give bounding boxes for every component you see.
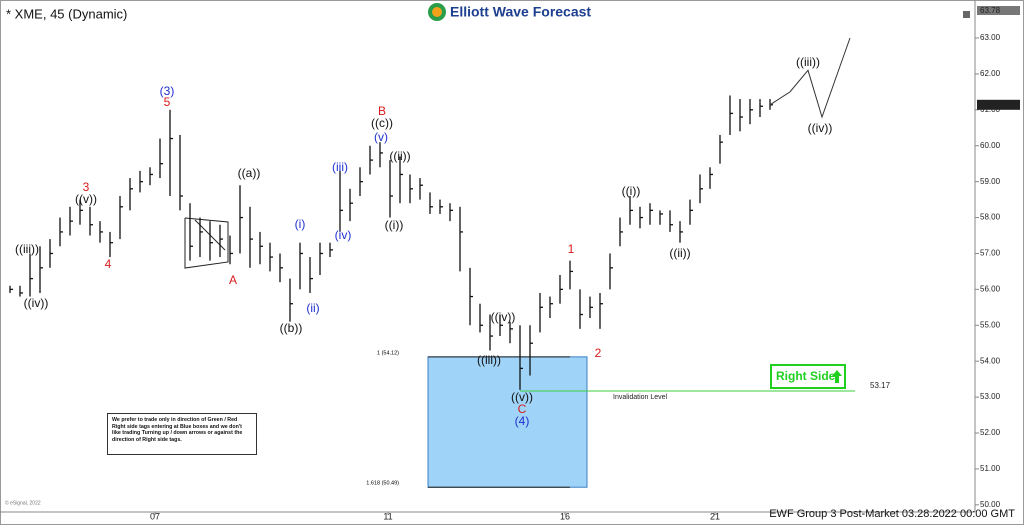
invalidation-value: 53.17 bbox=[870, 381, 891, 390]
blue-box-bottom-label: 1.618 (50.49) bbox=[366, 481, 399, 487]
last-price-label: 61.14 bbox=[981, 100, 1002, 109]
axis-high-label: 63.78 bbox=[980, 6, 1001, 15]
right-side-text: Right Side bbox=[776, 369, 836, 383]
y-tick-label: 57.00 bbox=[980, 249, 1001, 258]
y-tick-label: 53.00 bbox=[980, 392, 1001, 401]
last-price-box bbox=[977, 99, 1020, 110]
wave-label: ((ii)) bbox=[389, 149, 410, 163]
right-side-arrow bbox=[832, 370, 842, 383]
wave-label: (ii) bbox=[306, 301, 319, 315]
y-tick-label: 54.00 bbox=[980, 356, 1001, 365]
y-tick-label: 55.00 bbox=[980, 320, 1001, 329]
wave-label: B bbox=[378, 104, 386, 118]
x-tick-label: 16 bbox=[560, 511, 570, 521]
wave-label: (4) bbox=[515, 414, 530, 428]
wave-label: ((i)) bbox=[385, 218, 404, 232]
wave-label: 5 bbox=[164, 95, 171, 109]
right-side-tag: Right Side bbox=[770, 364, 846, 389]
wave-label: ((iv)) bbox=[24, 296, 49, 310]
logo-text: Elliott Wave Forecast bbox=[450, 4, 591, 20]
wave-label: A bbox=[229, 273, 237, 287]
wave-label: ((iv)) bbox=[491, 310, 516, 324]
wave-label: (v) bbox=[374, 130, 388, 144]
blue-box-top-label: 1 (54.12) bbox=[377, 350, 399, 356]
wave-label: ((c)) bbox=[371, 116, 393, 130]
footer-text: EWF Group 3 Post-Market 03.28.2022 00:00… bbox=[769, 508, 1015, 520]
triangle-outline bbox=[184, 217, 229, 269]
logo: Elliott Wave Forecast bbox=[428, 3, 591, 21]
wave-label: ((ii)) bbox=[669, 246, 690, 260]
wave-label: ((i)) bbox=[622, 184, 641, 198]
y-tick-label: 56.00 bbox=[980, 284, 1001, 293]
x-tick-label: 11 bbox=[383, 511, 392, 521]
logo-icon-inner bbox=[432, 7, 442, 17]
wave-label: ((v)) bbox=[511, 390, 533, 404]
wave-label: (i) bbox=[295, 217, 306, 231]
wave-label: C bbox=[518, 402, 527, 416]
y-tick-label: 62.00 bbox=[980, 69, 1001, 78]
y-tick-label: 60.00 bbox=[980, 141, 1001, 150]
wave-label: (iv) bbox=[335, 228, 352, 242]
projection-line bbox=[769, 37, 851, 119]
right-side-box bbox=[770, 364, 846, 389]
y-tick-label: 63.00 bbox=[980, 33, 1001, 42]
settings-icon[interactable] bbox=[963, 11, 970, 18]
wave-label: (iii) bbox=[332, 160, 348, 174]
y-tick-label: 51.00 bbox=[980, 464, 1001, 473]
x-tick-label: 21 bbox=[710, 511, 720, 521]
axis-high-box bbox=[977, 6, 1020, 15]
y-tick-label: 52.00 bbox=[980, 428, 1001, 437]
wave-label: 1 bbox=[568, 242, 575, 256]
wave-label: ((iv)) bbox=[808, 121, 833, 135]
y-tick-label: 59.00 bbox=[980, 177, 1001, 186]
wave-label: ((v)) bbox=[75, 192, 97, 206]
source-text: © eSignal, 2022 bbox=[5, 499, 41, 506]
wave-label: 4 bbox=[105, 257, 112, 271]
wave-label: ((b)) bbox=[280, 321, 303, 335]
blue-box bbox=[427, 356, 588, 488]
invalidation-label: Invalidation Level bbox=[613, 394, 668, 401]
chart-title: * XME, 45 (Dynamic) bbox=[6, 6, 127, 21]
wave-label: (3) bbox=[160, 84, 175, 98]
wave-label: ((iii)) bbox=[796, 55, 820, 69]
x-tick-label: 07 bbox=[150, 511, 160, 521]
trading-note: We prefer to trade only in direction of … bbox=[107, 413, 257, 455]
y-tick-label: 58.00 bbox=[980, 213, 1001, 222]
wave-label: 3 bbox=[83, 180, 90, 194]
wave-label: ((a)) bbox=[238, 166, 261, 180]
wave-label: ((iii)) bbox=[477, 353, 501, 367]
wave-label: 2 bbox=[595, 346, 602, 360]
y-tick-label: 50.00 bbox=[980, 500, 1001, 509]
wave-label: ((iii)) bbox=[15, 242, 39, 256]
